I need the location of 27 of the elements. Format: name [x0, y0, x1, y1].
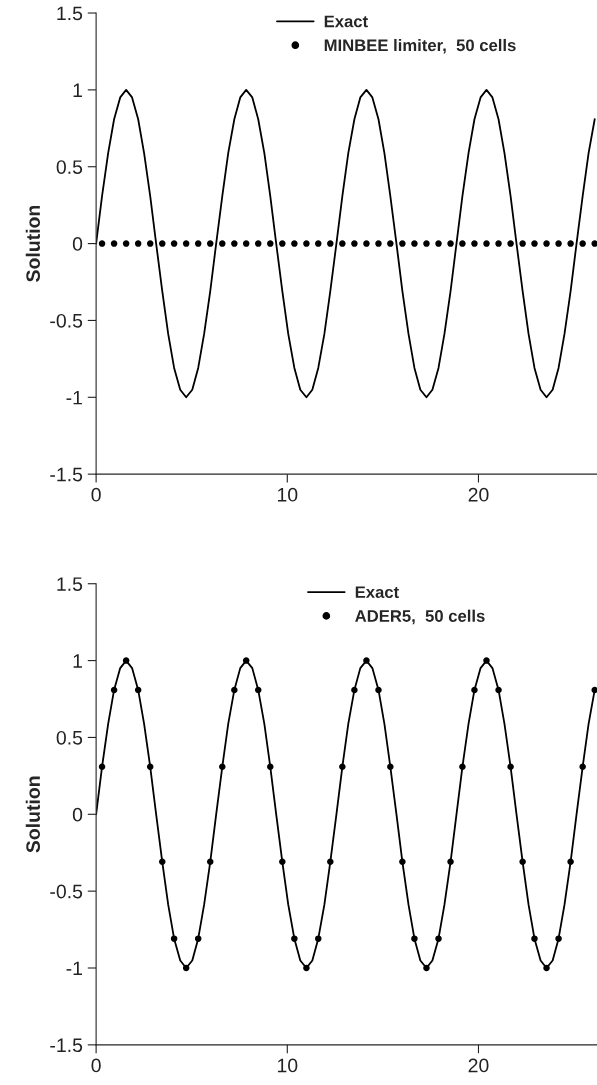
y-tick-label: 0: [72, 237, 83, 251]
line-series: [96, 88, 596, 399]
x-tick-label: 0: [91, 487, 101, 502]
y-tick-label: -1: [66, 961, 82, 976]
y-axis-title: Solution: [25, 776, 41, 853]
legend-label: Exact: [355, 586, 399, 599]
y-tick-label: -0.5: [50, 313, 83, 328]
legend-label: ADER5, 50 cells: [355, 609, 485, 625]
y-tick-label: 0.5: [56, 160, 83, 174]
x-tick-label: 10: [277, 487, 298, 502]
x-tick-label: 0: [91, 1058, 101, 1073]
y-tick-label: 1: [73, 654, 82, 668]
x-tick-label: 10: [277, 1058, 298, 1073]
y-tick-label: -0.5: [50, 884, 83, 899]
y-tick-label: -1: [66, 390, 82, 405]
y-tick-label: 0: [72, 807, 83, 822]
y-tick-label: 1: [73, 83, 82, 97]
x-tick-label: 20: [468, 487, 489, 502]
y-axis-title: Solution: [25, 205, 41, 282]
legend-label: Exact: [324, 15, 368, 28]
y-tick-label: 1.5: [57, 577, 83, 591]
y-tick-label: 0.5: [56, 730, 83, 745]
y-tick-label: -1.5: [50, 1038, 83, 1053]
y-tick-label: -1.5: [50, 467, 83, 482]
x-tick-label: 20: [468, 1058, 489, 1073]
y-tick-label: 1.5: [57, 6, 83, 21]
legend-label: MINBEE limiter, 50 cells: [324, 38, 516, 54]
